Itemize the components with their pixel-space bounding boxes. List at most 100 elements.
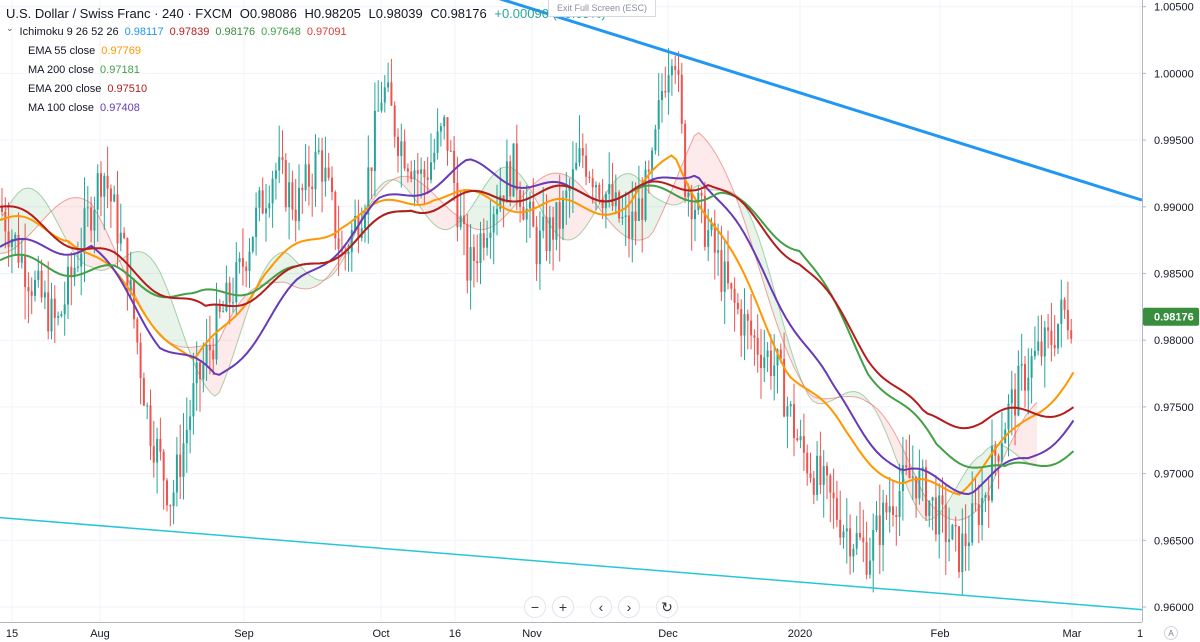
candle-body-121 <box>400 141 403 157</box>
indicator-legend-4[interactable]: MA 100 close 0.97408 <box>6 98 606 117</box>
y-tick-label-0: 0.96000 <box>1154 602 1194 614</box>
candle-body-299 <box>987 495 990 501</box>
candle-body-134 <box>443 117 446 127</box>
cloud-seg-151 <box>689 135 695 195</box>
indicator-legend-3[interactable]: EMA 200 close 0.97510 <box>6 79 606 98</box>
collapse-legend-icon[interactable]: ⌄ <box>6 23 14 33</box>
candle-body-143 <box>472 247 475 262</box>
candle-body-60 <box>199 362 201 380</box>
y-tick-label-2: 0.97000 <box>1154 469 1194 481</box>
zoom-out-button[interactable]: − <box>524 596 546 618</box>
candle-body-188 <box>621 216 624 219</box>
candle-body-311 <box>1027 377 1030 391</box>
candle-body-237 <box>783 358 786 417</box>
cloud-seg-49 <box>223 320 229 382</box>
candle-body-130 <box>430 162 432 180</box>
indicator-value: 0.97769 <box>101 44 142 57</box>
cloud-seg-157 <box>717 156 722 191</box>
cloud-seg-105 <box>479 186 485 230</box>
candle-body-145 <box>479 233 482 264</box>
symbol-title[interactable]: U.S. Dollar / Swiss Franc · 240 · FXCM <box>6 6 233 21</box>
candle-body-158 <box>522 206 525 220</box>
cloud-seg-9 <box>41 195 46 223</box>
candle-body-95 <box>314 151 317 190</box>
ema55-line <box>0 154 1075 496</box>
candle-body-40 <box>133 279 135 320</box>
candle-body-84 <box>278 157 281 171</box>
cloud-seg-190 <box>867 400 873 406</box>
candle-body-210 <box>694 209 696 220</box>
scroll-left-button[interactable]: ‹ <box>590 596 612 618</box>
reset-chart-button[interactable]: ↻ <box>656 596 678 618</box>
candle-body-192 <box>634 211 637 221</box>
candle-body-139 <box>459 215 462 228</box>
y-tick-label-1: 0.96500 <box>1154 535 1194 547</box>
indicator-legend-2[interactable]: MA 200 close 0.97181 <box>6 60 606 79</box>
candle-body-140 <box>463 215 465 225</box>
cloud-seg-11 <box>50 207 55 218</box>
cloud-seg-195 <box>890 426 896 457</box>
cloud-seg-181 <box>826 398 832 403</box>
candlesticks <box>1 47 1073 596</box>
indicator-value: 0.97839 <box>169 25 210 38</box>
candle-body-213 <box>703 195 706 247</box>
candle-body-197 <box>651 150 654 172</box>
cloud-seg-189 <box>863 395 868 403</box>
candle-body-43 <box>142 378 145 406</box>
candle-body-157 <box>519 190 522 207</box>
candle-body-223 <box>736 302 739 310</box>
candle-body-175 <box>578 148 581 163</box>
cloud-seg-209 <box>954 482 960 521</box>
candle-body-156 <box>515 143 518 191</box>
candle-body-244 <box>806 452 809 474</box>
candle-body-306 <box>1010 389 1013 404</box>
candle-body-262 <box>865 542 868 575</box>
cloud-seg-103 <box>470 201 476 229</box>
candle-body-80 <box>265 208 267 214</box>
exit-fullscreen-button[interactable]: Exit Full Screen (ESC) <box>548 0 657 17</box>
scroll-right-button[interactable]: › <box>618 596 640 618</box>
candle-body-293 <box>967 542 970 547</box>
candle-body-168 <box>555 202 558 240</box>
candle-body-220 <box>727 261 729 284</box>
candle-body-174 <box>575 162 578 170</box>
indicator-legend-0[interactable]: ⌄ Ichimoku 9 26 52 26 0.98117 0.97839 0.9817… <box>6 22 606 41</box>
candle-body-19 <box>63 304 66 315</box>
candle-body-171 <box>565 190 568 198</box>
cloud-seg-177 <box>808 392 814 402</box>
candle-body-264 <box>872 529 875 561</box>
candle-body-169 <box>558 202 561 229</box>
indicator-name: Ichimoku 9 26 52 26 <box>19 25 119 38</box>
indicator-name: MA 200 close <box>28 63 95 76</box>
auto-scale-button[interactable]: A <box>1164 626 1178 640</box>
candle-body-107 <box>354 215 357 230</box>
indicator-legend-1[interactable]: EMA 55 close 0.97769 <box>6 41 606 60</box>
open-value: O0.98086 <box>239 6 297 21</box>
cloud-seg-10 <box>45 202 51 218</box>
candle-body-120 <box>397 136 399 157</box>
cloud-seg-193 <box>881 413 887 433</box>
candle-body-242 <box>799 436 802 441</box>
candle-body-110 <box>364 214 366 229</box>
candle-body-124 <box>410 171 413 179</box>
cloud-seg-7 <box>31 188 37 233</box>
trendlines[interactable] <box>0 0 1143 611</box>
candle-body-150 <box>496 208 498 215</box>
candle-body-17 <box>57 316 60 318</box>
candle-body-294 <box>971 503 974 543</box>
candle-body-313 <box>1033 350 1036 357</box>
zoom-in-button[interactable]: + <box>552 596 574 618</box>
candle-body-83 <box>274 170 277 179</box>
cloud-seg-86 <box>392 177 398 181</box>
cloud-seg-165 <box>753 224 759 266</box>
candle-body-245 <box>809 473 812 479</box>
candle-body-101 <box>334 191 337 239</box>
chart-scroll: ‹ › <box>590 596 640 618</box>
senkou-span-a <box>0 166 1037 521</box>
candle-body-218 <box>720 250 723 292</box>
candle-body-251 <box>829 475 832 493</box>
candle-body-292 <box>964 533 967 547</box>
indicator-value: 0.97648 <box>261 25 301 38</box>
candle-body-310 <box>1024 364 1026 391</box>
